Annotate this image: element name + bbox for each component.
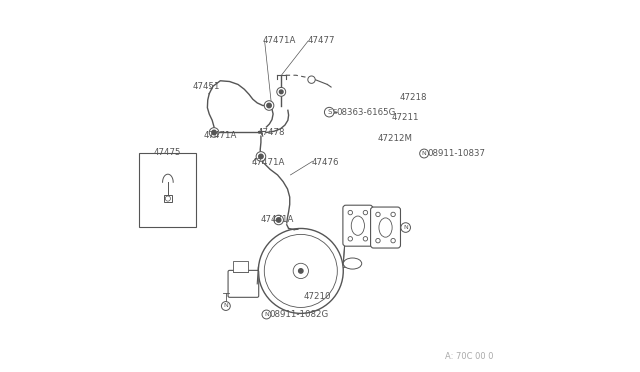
Ellipse shape — [379, 218, 392, 237]
Text: 47471A: 47471A — [252, 157, 285, 167]
Circle shape — [391, 212, 396, 217]
Circle shape — [324, 108, 334, 117]
FancyBboxPatch shape — [371, 207, 401, 248]
Circle shape — [348, 237, 353, 241]
Ellipse shape — [351, 216, 364, 235]
Circle shape — [376, 212, 380, 217]
Text: N: N — [223, 304, 228, 308]
Circle shape — [259, 154, 263, 159]
Ellipse shape — [343, 258, 362, 269]
Circle shape — [262, 310, 271, 319]
Bar — [164, 195, 172, 202]
Circle shape — [299, 269, 303, 273]
Text: 47475: 47475 — [153, 148, 180, 157]
Text: 47471A: 47471A — [260, 215, 294, 224]
Text: 47471A: 47471A — [263, 36, 296, 45]
Circle shape — [165, 196, 170, 201]
Circle shape — [420, 149, 429, 158]
Circle shape — [256, 152, 266, 161]
Circle shape — [363, 237, 367, 241]
Text: 47210: 47210 — [303, 292, 331, 301]
Text: N: N — [422, 151, 426, 156]
Circle shape — [280, 90, 283, 94]
Text: 08911-10837: 08911-10837 — [427, 149, 485, 158]
Circle shape — [267, 103, 271, 108]
Circle shape — [209, 128, 219, 137]
Text: 08363-6165G: 08363-6165G — [337, 108, 396, 118]
Circle shape — [363, 211, 367, 215]
Text: 47212M: 47212M — [377, 134, 412, 142]
Circle shape — [401, 223, 410, 232]
Text: S: S — [327, 109, 332, 115]
Text: 08911-1082G: 08911-1082G — [269, 310, 329, 319]
Text: 47211: 47211 — [392, 113, 419, 122]
Circle shape — [264, 101, 274, 110]
Text: N: N — [264, 312, 269, 317]
Circle shape — [277, 87, 285, 96]
Text: N: N — [403, 225, 408, 230]
Circle shape — [274, 215, 284, 225]
Text: 47451: 47451 — [193, 82, 220, 91]
Text: 47471A: 47471A — [204, 131, 237, 140]
Text: 47476: 47476 — [312, 157, 339, 167]
Circle shape — [376, 238, 380, 243]
Circle shape — [259, 228, 343, 313]
Text: A: 70C 00 0: A: 70C 00 0 — [445, 352, 493, 361]
Text: S: S — [332, 109, 337, 115]
FancyBboxPatch shape — [228, 270, 259, 297]
Circle shape — [276, 218, 281, 222]
Text: 47477: 47477 — [307, 36, 335, 45]
Circle shape — [212, 130, 216, 135]
Circle shape — [391, 238, 396, 243]
Bar — [233, 261, 248, 272]
Bar — [139, 153, 196, 227]
Circle shape — [293, 263, 308, 279]
Text: 47478: 47478 — [257, 128, 285, 137]
Circle shape — [308, 76, 316, 83]
Circle shape — [221, 302, 230, 310]
FancyBboxPatch shape — [343, 205, 372, 246]
Text: 47218: 47218 — [399, 93, 427, 102]
Circle shape — [348, 211, 353, 215]
